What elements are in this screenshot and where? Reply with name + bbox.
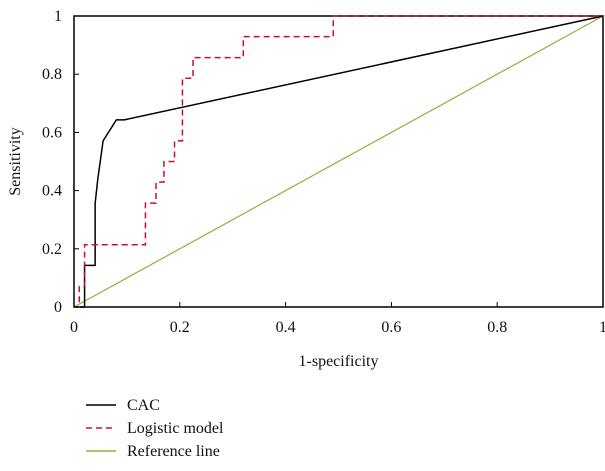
x-axis-ticks: 0 0.2 0.4 0.6 0.8 1 <box>70 302 605 336</box>
y-tick-label: 0.4 <box>42 183 62 200</box>
x-axis-title: 1-specificity <box>299 353 379 370</box>
x-tick-label: 1 <box>599 319 605 336</box>
legend-item: Logistic model <box>86 420 224 437</box>
x-tick-label: 0.6 <box>381 319 401 336</box>
series-line-logistic-model <box>74 15 603 308</box>
x-tick-label: 0.8 <box>487 319 507 336</box>
y-axis-ticks: 0 0.2 0.4 0.6 0.8 1 <box>42 8 79 316</box>
x-tick-label: 0 <box>70 319 78 336</box>
y-axis-title: Sensitivity <box>7 127 24 195</box>
series-line-reference-line <box>73 15 604 308</box>
y-tick-label: 0 <box>54 299 62 316</box>
y-tick-label: 0.2 <box>42 241 62 258</box>
legend-label: CAC <box>127 397 160 414</box>
legend-label: Reference line <box>127 443 220 460</box>
legend: CAC Logistic model Reference line <box>86 397 224 460</box>
y-tick-label: 0.8 <box>42 66 62 83</box>
y-tick-label: 1 <box>54 8 62 25</box>
x-tick-label: 0.2 <box>170 319 190 336</box>
y-tick-label: 0.6 <box>42 124 62 141</box>
legend-item: CAC <box>86 397 160 414</box>
x-tick-label: 0.4 <box>276 319 296 336</box>
series-layer <box>73 15 604 308</box>
plot-area <box>73 15 604 308</box>
legend-item: Reference line <box>86 443 220 460</box>
legend-label: Logistic model <box>127 420 224 437</box>
